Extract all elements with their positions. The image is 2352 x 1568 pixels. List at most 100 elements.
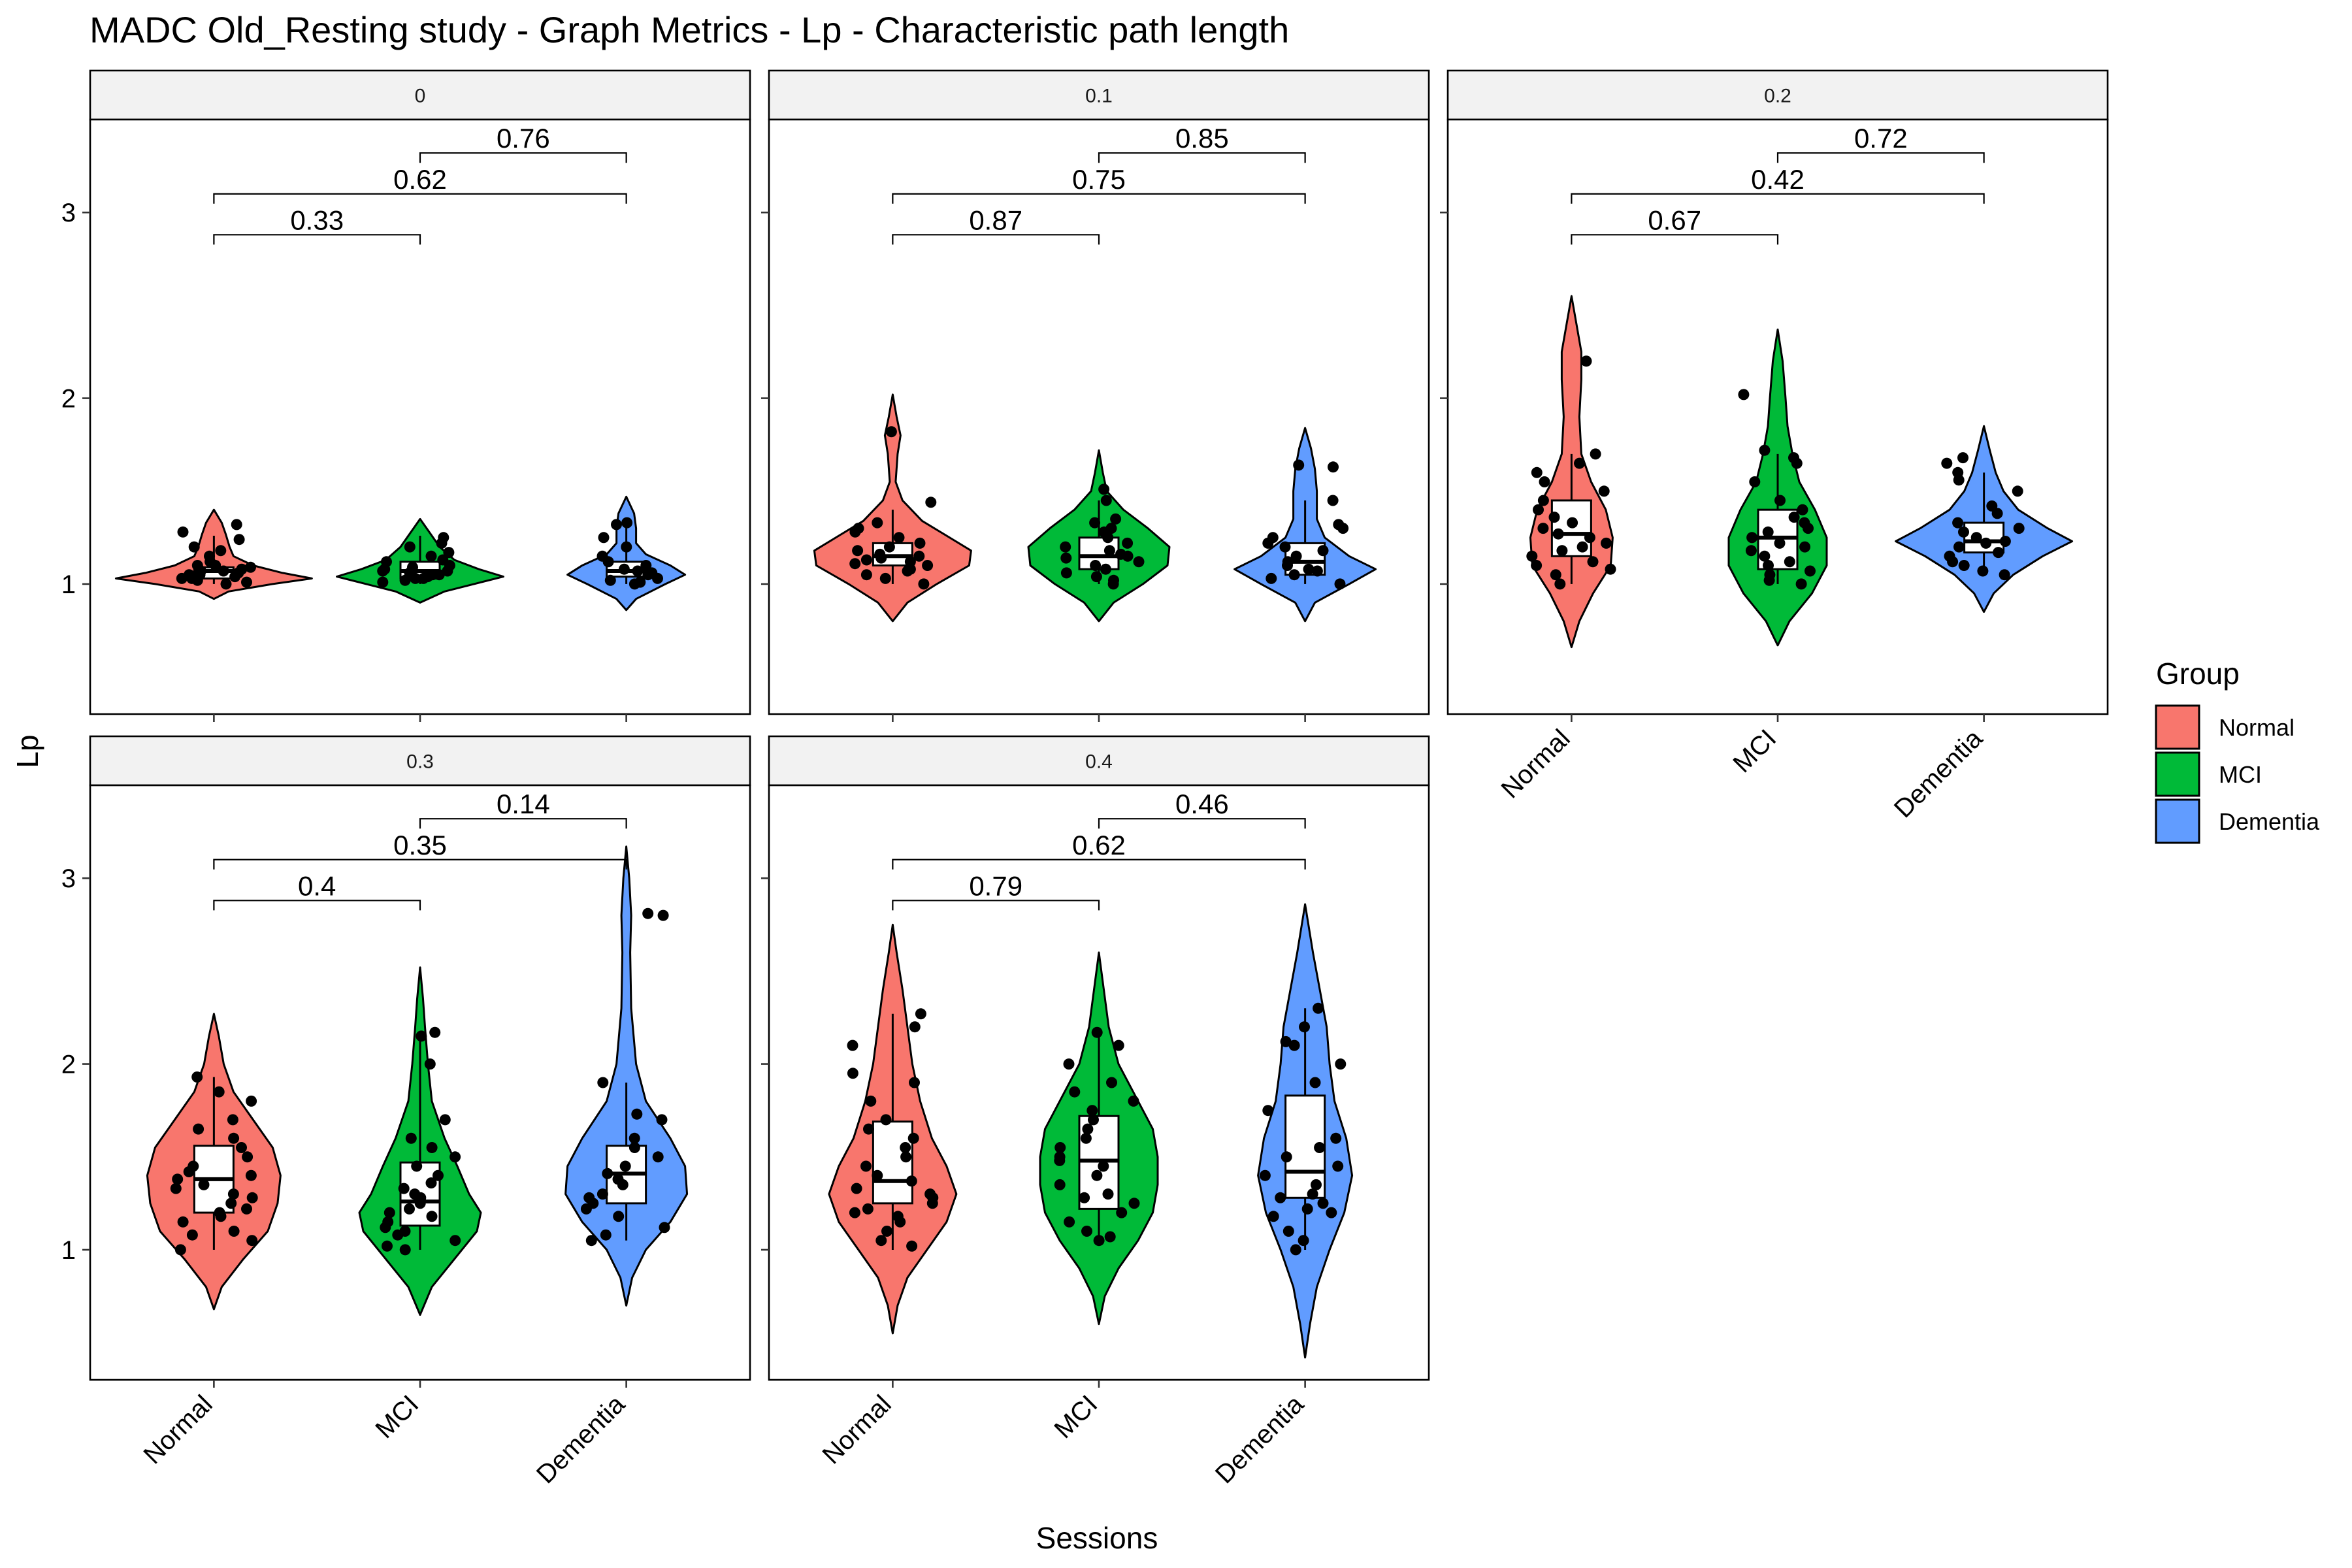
data-point [1335,1058,1347,1070]
data-point [872,517,883,529]
bracket-normal-vs-mci [1571,234,1779,245]
data-point [377,576,389,588]
data-point [924,1188,936,1200]
data-point [1100,495,1112,506]
data-point [1102,1188,1114,1200]
group-dementia [566,495,687,612]
data-point [1745,545,1757,557]
pvalue-mci-vs-dementia: 0.72 [1854,123,1908,154]
data-point [1280,1036,1292,1047]
bracket-normal-vs-dementia [1571,193,1985,204]
data-point [1128,1198,1140,1209]
data-point [613,1211,625,1222]
data-point [849,558,861,570]
data-point [227,1114,238,1126]
data-point [1054,1151,1066,1163]
data-point [1103,545,1115,557]
bracket-mci-vs-dementia [1098,152,1306,163]
data-point [1133,556,1145,568]
legend-label-normal: Normal [2219,714,2295,741]
x-tick-label: Normal [817,1390,896,1469]
data-point [862,1203,874,1215]
data-point [1774,537,1786,549]
data-point [1953,541,1965,553]
facet-strip-label: 0 [415,86,426,107]
data-point [225,1198,237,1209]
data-point [1799,517,1810,529]
data-point [233,534,245,546]
bracket-mci-vs-dementia [419,818,627,829]
data-point [892,1211,904,1222]
data-point [1290,550,1302,562]
data-point [1795,578,1807,590]
data-point [1548,512,1560,523]
pvalue-normal-vs-mci: 0.79 [969,870,1022,901]
data-point [245,561,256,573]
data-point [1281,1151,1292,1163]
x-tick-label: Dementia [1889,724,1989,824]
group-dementia [1895,425,2074,613]
data-point [1299,1021,1310,1033]
data-point [398,1183,410,1194]
data-point [1526,550,1538,562]
facet-panel-0-2: 0.2 Normal MCI Dementia 0.67 0.42 0.72 [1440,69,2109,824]
data-point [893,532,905,544]
data-point [604,574,616,586]
data-point [1993,547,2004,559]
bracket-normal-vs-dementia [213,193,627,204]
data-point [188,1160,199,1172]
data-point [1091,1026,1103,1038]
data-point [1128,1095,1139,1107]
data-point [1738,389,1750,400]
data-point [1762,526,1774,538]
data-point [611,519,622,531]
y-tick-label: 1 [61,1236,76,1265]
data-point [1317,545,1329,557]
bracket-normal-vs-dementia [892,858,1306,870]
data-point [1282,1226,1294,1237]
facet-strip-label: 0.1 [1085,86,1113,107]
data-point [879,572,891,584]
group-dementia [1233,427,1377,623]
data-point [1307,1188,1318,1200]
panel-frame [89,118,751,715]
pvalue-normal-vs-mci: 0.67 [1648,204,1701,235]
data-point [1106,1077,1117,1088]
data-point [640,560,652,571]
panel-frame [768,118,1430,715]
x-tick-label: MCI [1049,1390,1103,1444]
data-point [860,1160,872,1172]
data-point [242,1151,253,1163]
group-mci [358,966,482,1316]
data-point [1759,444,1771,456]
data-point [1098,483,1110,495]
data-point [1332,1160,1344,1172]
data-point [1091,1169,1103,1181]
facet-strip-label: 0.4 [1085,751,1113,773]
group-mci [1039,951,1159,1326]
legend-label-dementia: Dementia [2219,808,2320,835]
data-point [1088,1114,1099,1126]
data-point [925,497,937,508]
data-point [241,1203,252,1215]
data-point [1082,1123,1094,1135]
data-point [1079,1192,1090,1203]
data-point [597,1077,609,1088]
data-point [1749,476,1761,487]
data-point [1313,1002,1324,1014]
data-point [426,1142,438,1153]
data-point [1531,466,1543,478]
data-point [875,1235,887,1247]
y-tick-label: 2 [61,1051,76,1079]
data-point [1081,1226,1092,1237]
data-point [621,541,632,553]
data-point [918,578,930,590]
data-point [1303,563,1315,575]
data-point [1587,556,1599,568]
data-point [433,1169,444,1181]
data-point [1552,528,1564,540]
group-dementia [1257,903,1354,1359]
data-point [174,1244,186,1256]
data-point [646,567,658,579]
group-mci [1027,449,1171,623]
